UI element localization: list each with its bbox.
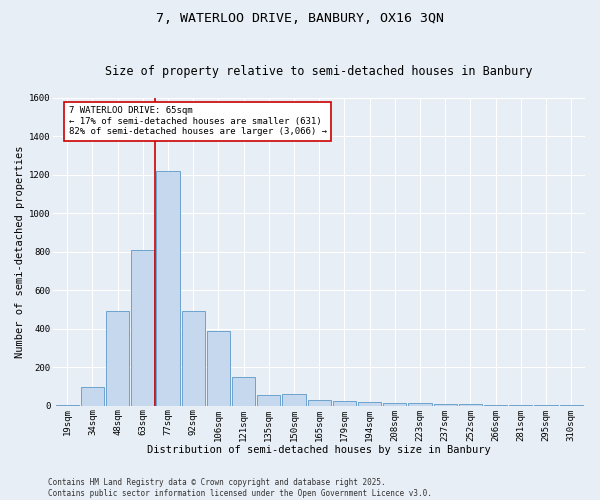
Bar <box>257 395 280 406</box>
Bar <box>459 404 482 406</box>
Text: Contains HM Land Registry data © Crown copyright and database right 2025.
Contai: Contains HM Land Registry data © Crown c… <box>48 478 432 498</box>
Bar <box>333 401 356 406</box>
Bar <box>81 386 104 406</box>
X-axis label: Distribution of semi-detached houses by size in Banbury: Distribution of semi-detached houses by … <box>148 445 491 455</box>
Bar <box>535 405 557 406</box>
Bar <box>308 400 331 406</box>
Bar <box>383 403 406 406</box>
Bar <box>434 404 457 406</box>
Bar <box>509 405 532 406</box>
Bar <box>182 312 205 406</box>
Bar <box>409 404 431 406</box>
Y-axis label: Number of semi-detached properties: Number of semi-detached properties <box>15 146 25 358</box>
Bar <box>131 250 154 406</box>
Text: 7, WATERLOO DRIVE, BANBURY, OX16 3QN: 7, WATERLOO DRIVE, BANBURY, OX16 3QN <box>156 12 444 26</box>
Bar <box>106 312 129 406</box>
Bar <box>358 402 381 406</box>
Bar <box>283 394 305 406</box>
Bar <box>484 405 507 406</box>
Bar <box>56 405 79 406</box>
Title: Size of property relative to semi-detached houses in Banbury: Size of property relative to semi-detach… <box>106 66 533 78</box>
Bar <box>157 171 179 406</box>
Text: 7 WATERLOO DRIVE: 65sqm
← 17% of semi-detached houses are smaller (631)
82% of s: 7 WATERLOO DRIVE: 65sqm ← 17% of semi-de… <box>68 106 326 136</box>
Bar <box>232 377 255 406</box>
Bar <box>207 330 230 406</box>
